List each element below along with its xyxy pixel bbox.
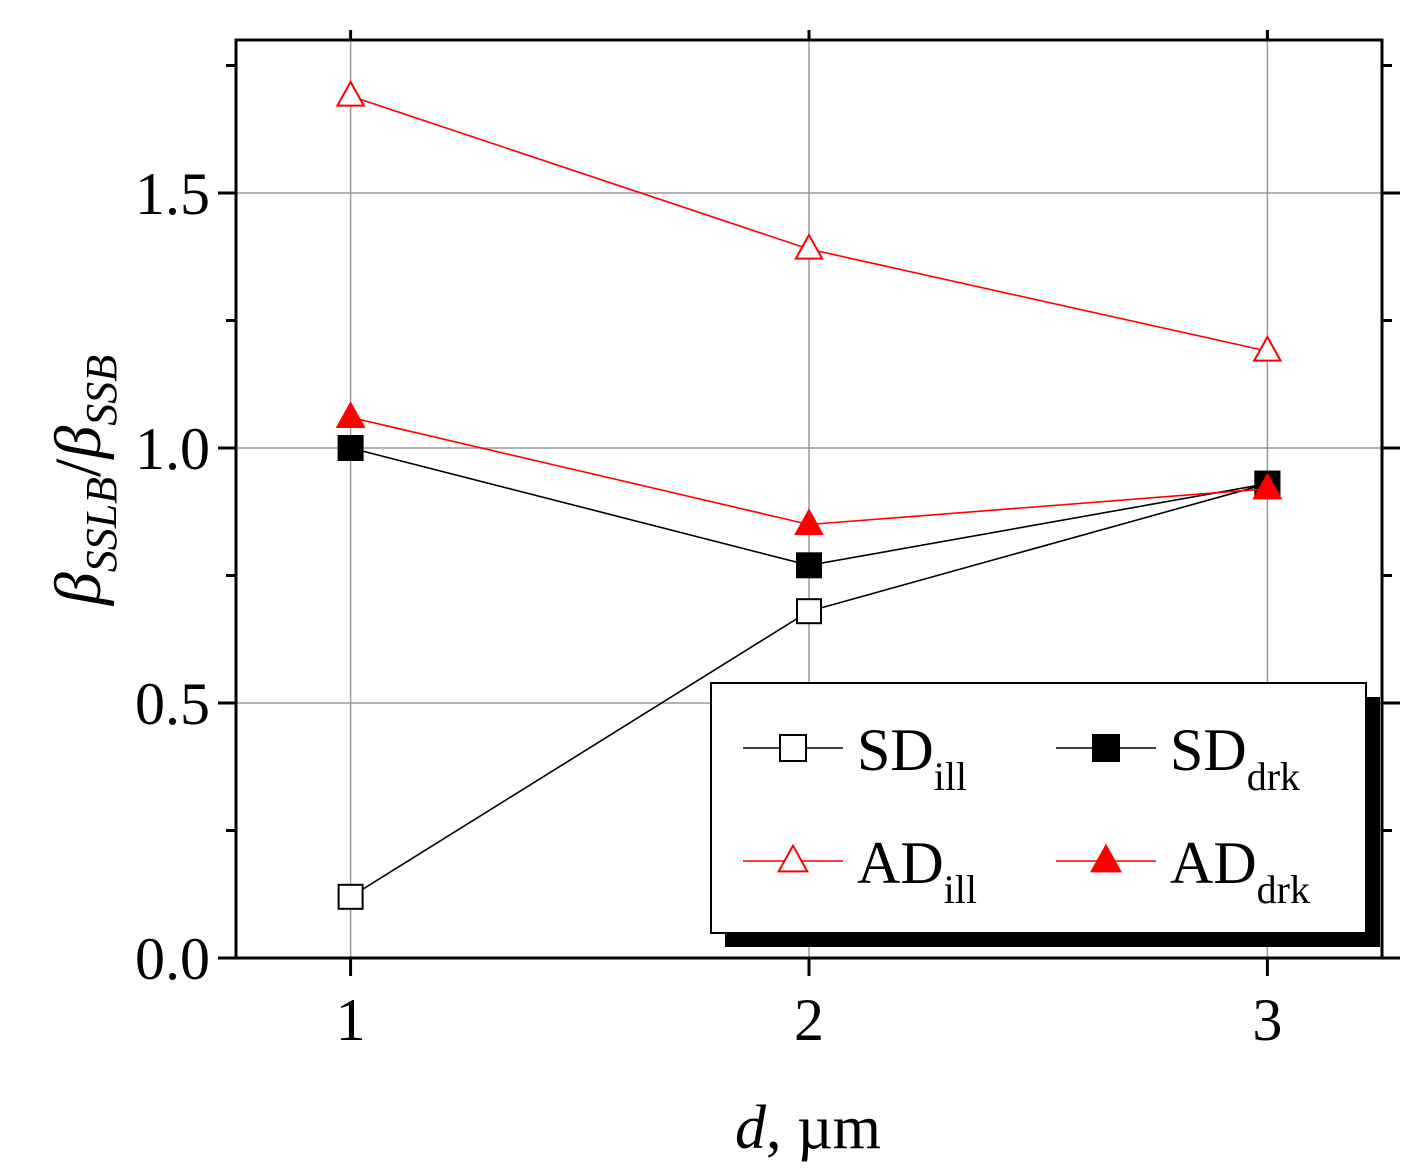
tick-labels: 0.0 0.5 1.0 1.5 1 2 3 — [135, 161, 1282, 1053]
data-point — [794, 508, 824, 536]
legend-label-main: AD — [857, 830, 944, 896]
legend-entry-sd-ill: SDill — [743, 717, 967, 799]
y-axis-denominator-symbol: β — [42, 426, 115, 461]
data-point — [337, 883, 364, 910]
legend-label-main: SD — [857, 717, 934, 783]
axes — [218, 30, 1400, 976]
x-axis-title: d, µm — [735, 1094, 881, 1162]
legend-label: SDdrk — [1170, 717, 1300, 799]
series-layer — [335, 79, 1283, 910]
legend-label: ADdrk — [1170, 830, 1310, 912]
legend-marker — [1092, 734, 1120, 762]
data-point — [1252, 334, 1283, 362]
legend-box — [710, 682, 1367, 934]
data-point — [796, 552, 822, 579]
legend-label-subscript: drk — [1257, 867, 1310, 912]
legend-label: ADill — [857, 830, 977, 912]
legend-entry-ad-drk: ADdrk — [1056, 830, 1310, 912]
x-tick-label: 1 — [336, 987, 366, 1053]
series-ad-ill — [335, 79, 1283, 362]
legend-entry-ad-ill: ADill — [743, 830, 977, 912]
legend-label: SDill — [857, 717, 967, 799]
y-tick-label: 0.5 — [135, 671, 210, 737]
series-ad-drk — [335, 401, 1283, 536]
x-tick-label: 3 — [1252, 987, 1282, 1053]
data-point — [337, 435, 364, 461]
legend-label-main: SD — [1170, 717, 1247, 783]
data-point — [794, 232, 824, 260]
legend-entry-sd-drk: SDdrk — [1056, 717, 1300, 799]
data-point — [335, 401, 366, 428]
legend-marker — [779, 734, 807, 762]
y-tick-label: 1.5 — [135, 161, 210, 227]
data-point — [1252, 472, 1283, 500]
legend-label-subscript: ill — [934, 754, 967, 799]
legend-marker — [1089, 843, 1123, 873]
legend-label-main: AD — [1170, 830, 1257, 896]
y-axis-title: βSSLB/βSSB — [42, 355, 126, 607]
y-axis-numerator-symbol: β — [42, 572, 115, 607]
data-point — [796, 598, 822, 625]
x-axis-unit: , µm — [766, 1094, 881, 1162]
x-tick-label: 2 — [794, 987, 824, 1053]
legend-label-subscript: drk — [1247, 754, 1300, 799]
x-axis-variable: d — [735, 1094, 767, 1162]
y-tick-label: 0.0 — [135, 926, 210, 992]
y-axis-numerator-subscript: SSLB — [77, 477, 126, 572]
y-axis-denominator-subscript: SSB — [77, 355, 126, 426]
y-axis-separator: / — [42, 458, 115, 477]
data-point — [335, 79, 366, 107]
legend-marker — [776, 843, 810, 873]
legend-label-subscript: ill — [944, 867, 977, 912]
axis-titles: d, µm βSSLB/βSSB — [42, 355, 881, 1162]
y-tick-label: 1.0 — [135, 416, 210, 482]
